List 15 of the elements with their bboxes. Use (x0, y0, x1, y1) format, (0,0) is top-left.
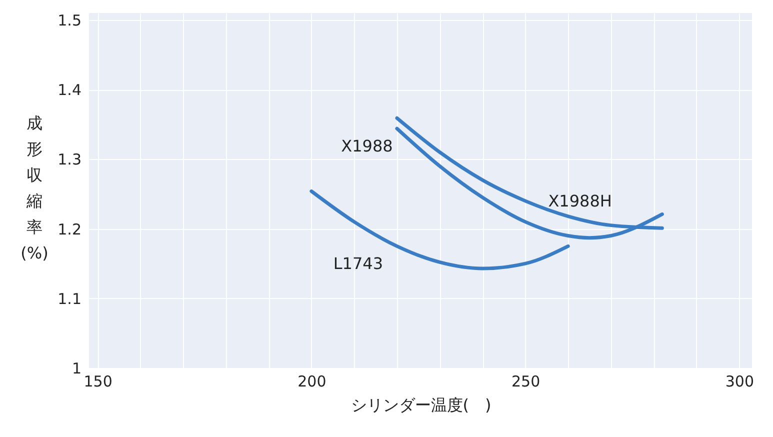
y-tick-label: 1.4 (58, 81, 82, 100)
y-tick-label: 1.5 (58, 11, 82, 30)
y-tick-label: 1 (72, 360, 82, 378)
x-tick-label: 300 (725, 372, 754, 390)
y-tick-label: 1.1 (58, 290, 82, 308)
x-tick-label: 150 (84, 372, 112, 390)
y-axis-title: 成形収縮率(%) (20, 114, 48, 262)
x-tick-label: 250 (511, 372, 540, 390)
x-axis-title: シリンダー温度( ) (350, 396, 492, 414)
y-tick-label: 1.3 (58, 150, 82, 169)
series-label: X1988H (548, 191, 612, 210)
series-label: L1743 (333, 254, 384, 273)
x-tick-label: 200 (298, 372, 326, 390)
y-tick-label: 1.2 (58, 220, 82, 238)
series-label: X1988 (341, 136, 393, 156)
